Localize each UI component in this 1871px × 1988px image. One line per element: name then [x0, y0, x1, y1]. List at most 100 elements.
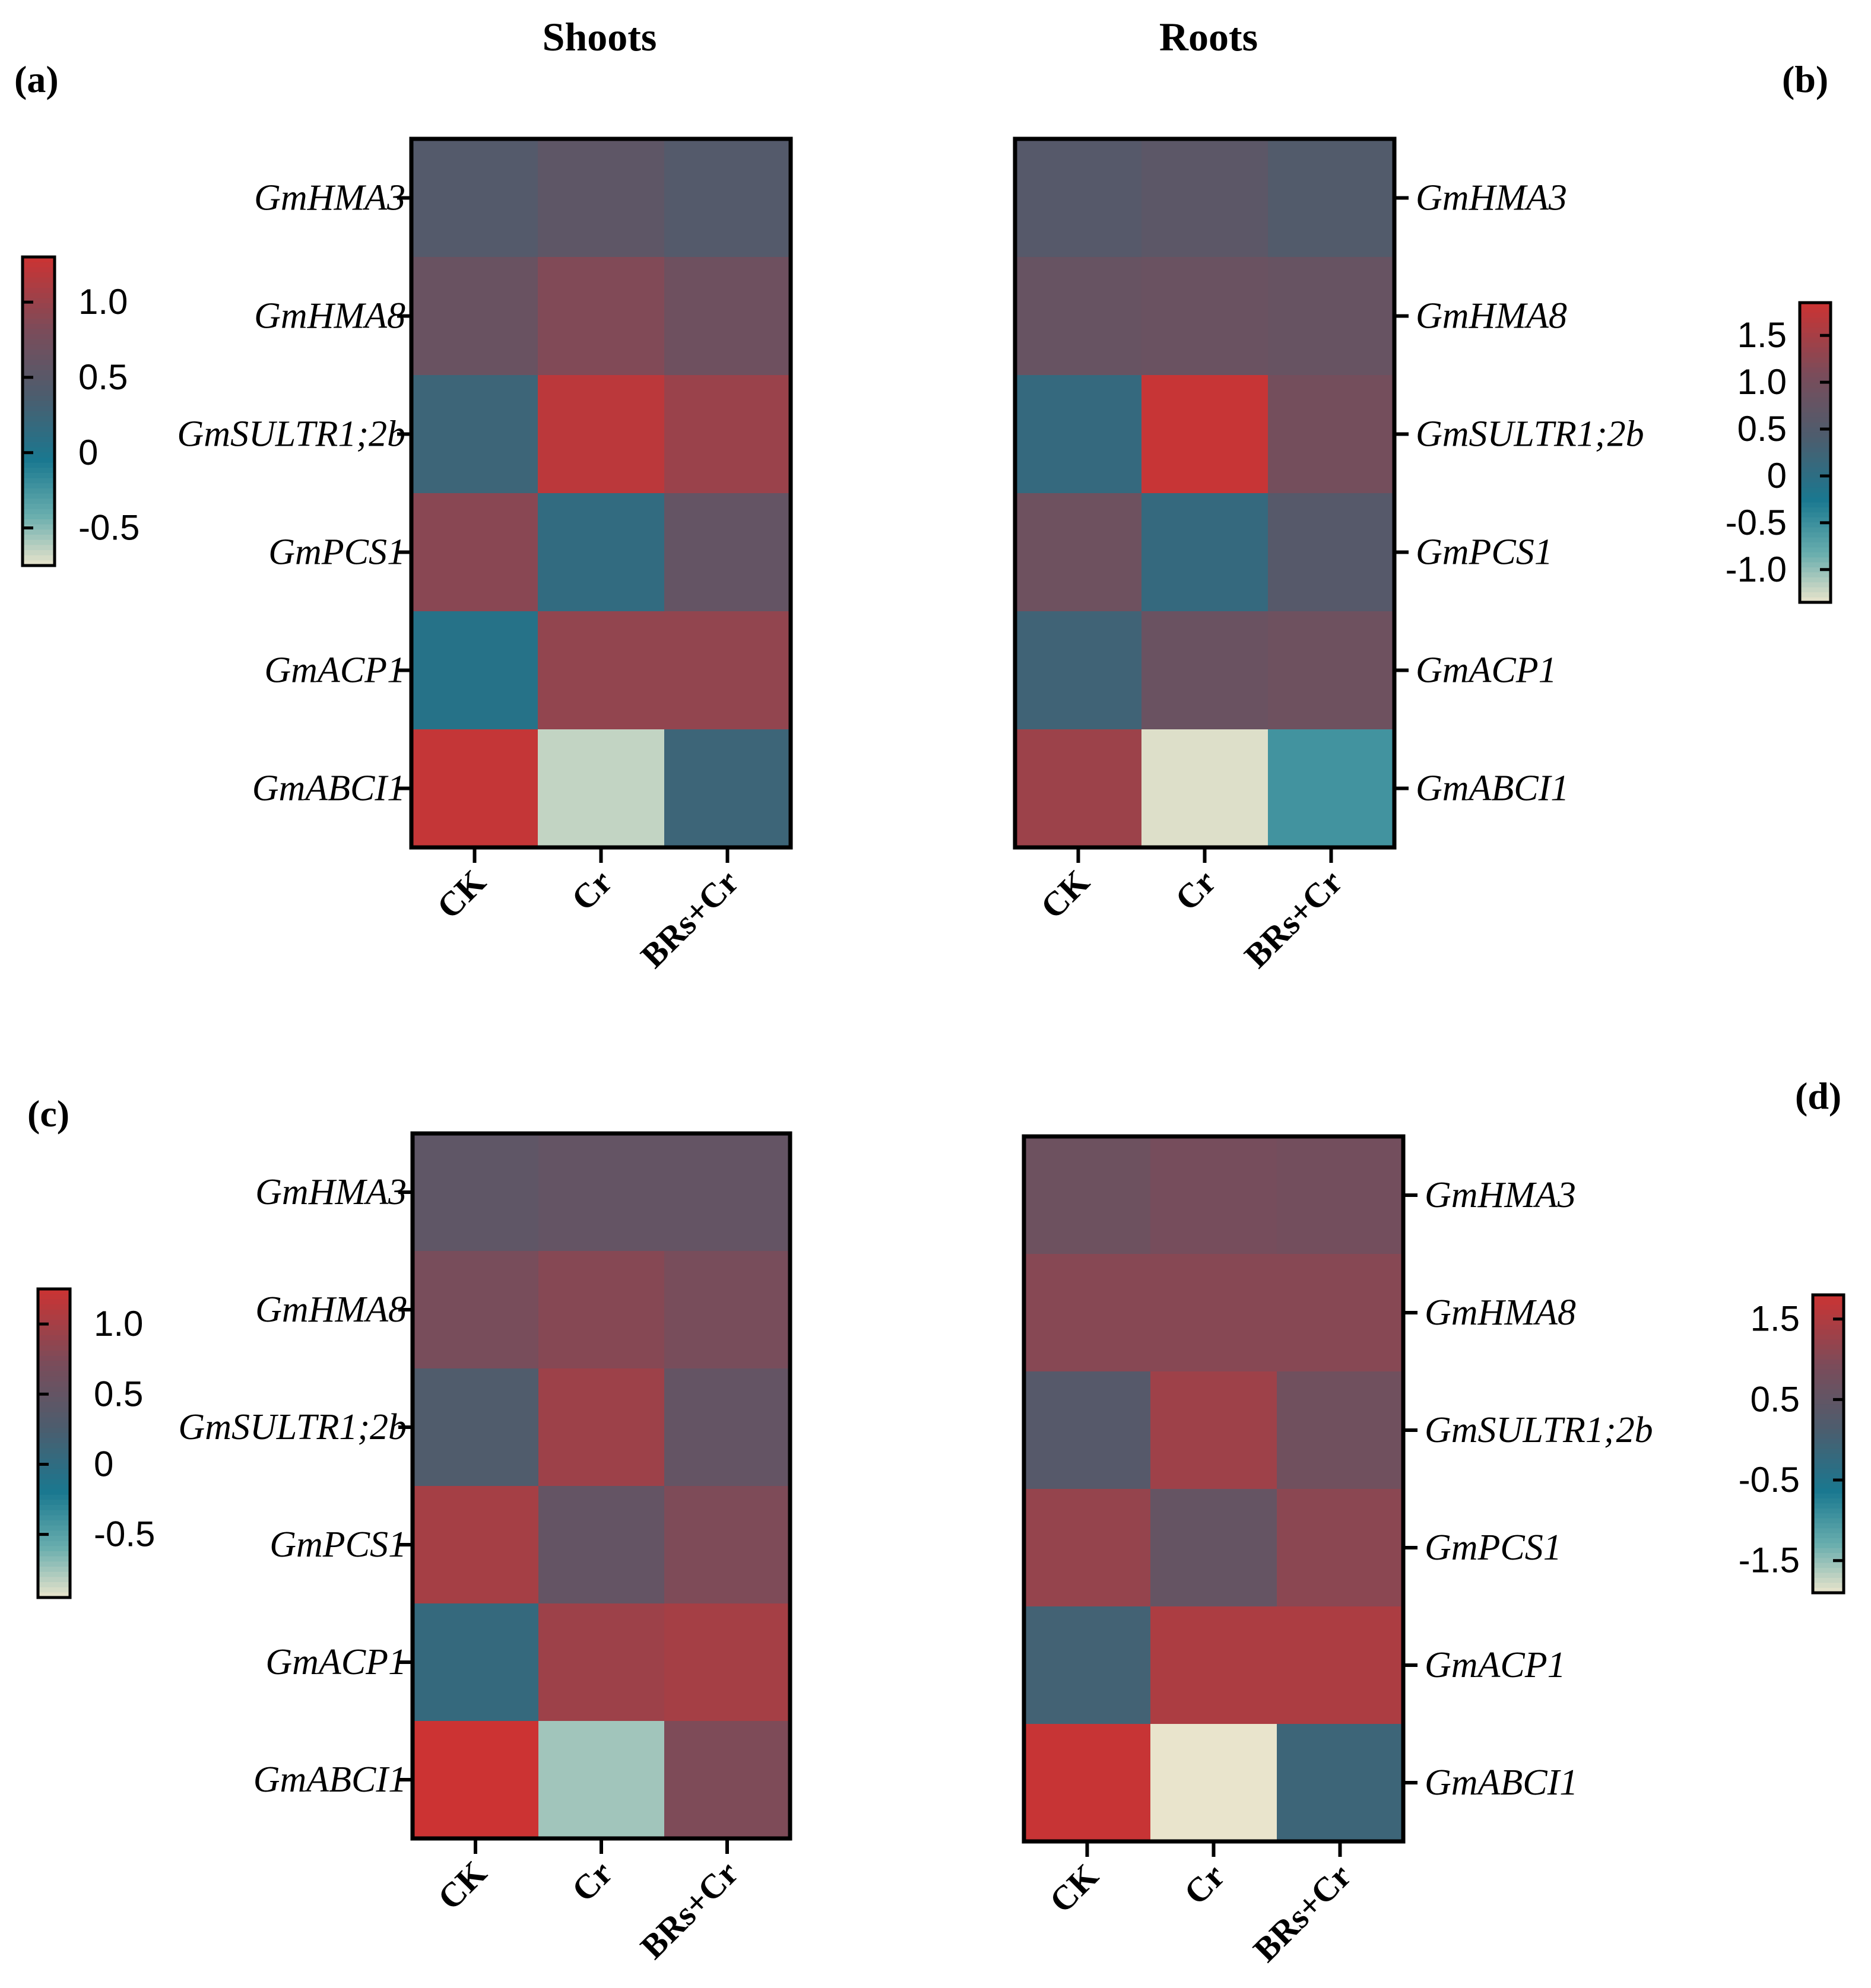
colorbar-segment: [23, 288, 55, 294]
colorbar-segment: [23, 370, 55, 376]
colorbar-segment: [1813, 1543, 1844, 1549]
colorbar-segment: [1800, 487, 1831, 493]
colorbar-segment: [1813, 1389, 1844, 1395]
colorbar-segment: [38, 1299, 70, 1305]
heatmap-cell: [413, 1603, 539, 1722]
heatmap-cell: [538, 1721, 665, 1839]
colorbar-segment: [1800, 597, 1831, 603]
colorbar-segment: [1800, 452, 1831, 458]
colorbar-tick-label: 1.0: [94, 1304, 143, 1344]
heatmap-c: GmHMA3 GmHMA8 GmSULTR1;2b GmPCS1 GmACP1 GmABC…: [36, 1131, 792, 1966]
colorbar-segment: [38, 1325, 70, 1331]
colorbar-segment: [23, 396, 55, 402]
colorbar-segment: [1800, 527, 1831, 533]
colorbar-segment: [1800, 337, 1831, 344]
heatmap-cell: [664, 1603, 791, 1722]
heatmap-cell: [1141, 257, 1269, 376]
colorbar-tick-label: 0.5: [94, 1374, 143, 1414]
colorbar-segment: [1800, 417, 1831, 423]
colorbar-tick-label: 1.0: [78, 282, 128, 322]
colorbar-segment: [1813, 1508, 1844, 1514]
colorbar-segment: [23, 298, 55, 304]
colorbar-segment: [1813, 1334, 1844, 1341]
colorbar-segment: [1800, 462, 1831, 468]
colorbar-segment: [1800, 502, 1831, 509]
condition-label: CK: [430, 1853, 494, 1917]
colorbar-segment: [1800, 567, 1831, 573]
colorbar-segment: [23, 339, 55, 345]
colorbar-tick-label: 1.5: [1751, 1299, 1800, 1339]
colorbar-segment: [23, 365, 55, 371]
heatmap-cell: [1015, 493, 1142, 612]
colorbar-segment: [38, 1453, 70, 1459]
colorbar-segment: [23, 267, 55, 273]
heatmap-cell: [1024, 1489, 1151, 1607]
colorbar-segment: [38, 1546, 70, 1552]
heatmap-cell: [664, 1133, 791, 1252]
heatmap-cell: [413, 1486, 539, 1604]
colorbar-segment: [1813, 1518, 1844, 1524]
colorbar-segment: [1800, 407, 1831, 414]
gene-label: GmPCS1: [1416, 532, 1553, 573]
colorbar-segment: [1800, 357, 1831, 363]
gene-label: GmSULTR1;2b: [178, 1407, 407, 1447]
colorbar-segment: [1813, 1304, 1844, 1311]
heatmap-cell: [1277, 1606, 1404, 1725]
colorbar-segment: [23, 483, 55, 489]
colorbar-segment: [1813, 1577, 1844, 1584]
colorbar-segment: [23, 303, 55, 309]
colorbar-segment: [38, 1355, 70, 1362]
colorbar-segment: [1800, 467, 1831, 474]
colorbar-segment: [1800, 397, 1831, 404]
colorbar-segment: [23, 452, 55, 458]
heatmap-cell: [538, 375, 665, 494]
colorbar-tick-label: 0: [94, 1444, 113, 1484]
colorbar-segment: [1800, 517, 1831, 523]
heatmap-cell: [1268, 139, 1395, 258]
colorbar-segment: [23, 555, 55, 561]
heatmap-cell: [413, 1721, 539, 1839]
colorbar-segment: [38, 1304, 70, 1310]
panel-label-a: (a): [14, 58, 59, 100]
colorbar-segment: [1800, 547, 1831, 553]
colorbar-segment: [23, 277, 55, 284]
colorbar-segment: [38, 1484, 70, 1490]
colorbar-segment: [23, 550, 55, 556]
colorbar-tick-label: -1.0: [1726, 550, 1787, 589]
colorbar-segment: [38, 1309, 70, 1316]
heatmap-cell: [538, 611, 665, 730]
colorbar-segment: [1800, 492, 1831, 498]
gene-label: GmACP1: [1416, 650, 1557, 691]
heatmap-cell: [1277, 1254, 1404, 1372]
colorbar-segment: [38, 1335, 70, 1341]
colorbar-segment: [1800, 447, 1831, 453]
colorbar-segment: [1800, 332, 1831, 338]
heatmap-cell: [1150, 1136, 1277, 1255]
heatmap-cell: [538, 729, 665, 848]
colorbar-segment: [1800, 592, 1831, 598]
colorbar-segment: [1800, 472, 1831, 478]
colorbar-segment: [38, 1438, 70, 1444]
colorbar-segment: [38, 1397, 70, 1403]
condition-label: CK: [1042, 1856, 1105, 1920]
colorbar-segment: [1800, 423, 1831, 428]
gene-label: GmHMA8: [1416, 296, 1567, 336]
colorbar-segment: [1813, 1444, 1844, 1450]
colorbar-segment: [1813, 1414, 1844, 1420]
colorbar-segment: [38, 1479, 70, 1485]
colorbar-segment: [23, 380, 55, 386]
condition-label: BRs+Cr: [1237, 862, 1350, 975]
colorbar-segment: [38, 1463, 70, 1470]
gene-label: GmACP1: [265, 1642, 407, 1682]
colorbar-segment: [23, 519, 55, 525]
colorbar-segment: [23, 468, 55, 474]
colorbar-segment: [1813, 1449, 1844, 1455]
colorbar-segment: [38, 1351, 70, 1357]
colorbar-segment: [38, 1448, 70, 1455]
colorbar-segment: [23, 344, 55, 350]
colorbar-segment: [38, 1592, 70, 1598]
heatmap-cell: [411, 139, 538, 258]
colorbar-segment: [23, 323, 55, 330]
heatmap-cell: [538, 1251, 665, 1369]
gene-label: GmHMA8: [254, 296, 405, 336]
